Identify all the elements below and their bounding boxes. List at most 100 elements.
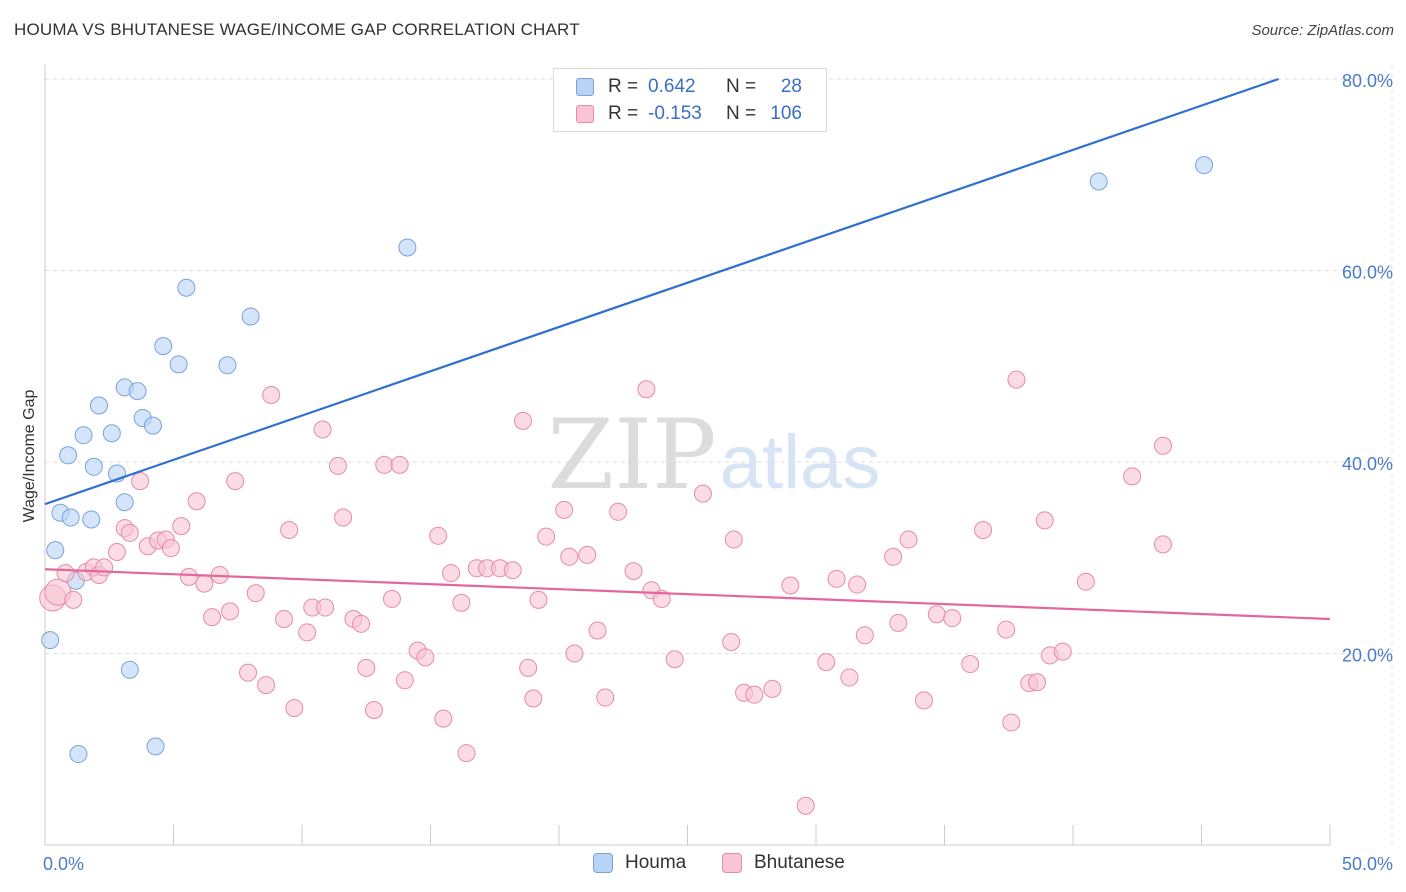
chart-title: HOUMA VS BHUTANESE WAGE/INCOME GAP CORRE… — [14, 20, 580, 39]
legend-item-houma: Houma — [593, 852, 686, 874]
bhutanese-point — [943, 609, 962, 628]
bhutanese-point — [927, 605, 946, 624]
bhutanese-point — [974, 520, 993, 539]
grid-lines — [45, 65, 1393, 845]
bhutanese-point — [781, 576, 800, 595]
bhutanese-point — [226, 472, 245, 491]
bhutanese-point — [382, 589, 401, 608]
bhutanese-point — [588, 621, 607, 640]
legend-row-houma: R = 0.642 N = 28 — [576, 75, 802, 99]
bhutanese-point — [107, 543, 126, 562]
watermark-atlas: atlas — [720, 420, 881, 505]
bhutanese-point — [352, 614, 371, 633]
bhutanese-point — [560, 547, 579, 566]
bhutanese-point — [452, 593, 471, 612]
bhutanese-point — [390, 455, 409, 474]
y-tick-label: 60.0% — [1342, 263, 1393, 283]
bhutanese-point — [596, 688, 615, 707]
bhutanese-point — [578, 545, 597, 564]
bhutanese-point — [395, 671, 414, 690]
houma-point — [1195, 156, 1214, 175]
bhutanese-point — [884, 547, 903, 566]
bhutanese-point — [316, 598, 335, 617]
bhutanese-point — [503, 561, 522, 580]
bhutanese-point — [1153, 535, 1172, 554]
bhutanese-point — [514, 411, 533, 430]
houma-point — [89, 396, 108, 415]
bhutanese-point — [827, 569, 846, 588]
series-legend: Houma Bhutanese — [0, 852, 1406, 878]
bhutanese-point — [537, 527, 556, 546]
bhutanese-point — [161, 539, 180, 558]
bhutanese-point — [172, 517, 191, 536]
bhutanese-point — [519, 658, 538, 677]
bhutanese-point — [313, 420, 332, 439]
data-points — [39, 156, 1214, 815]
bhutanese-point — [298, 623, 317, 642]
legend-row-bhutanese: R = -0.153 N = 106 — [576, 102, 802, 126]
y-axis-label: Wage/Income Gap — [21, 390, 38, 523]
bhutanese-point — [416, 648, 435, 667]
bhutanese-point — [375, 455, 394, 474]
houma-n-value: 28 — [780, 76, 802, 97]
bhutanese-point — [693, 484, 712, 503]
bhutanese-point — [796, 796, 815, 815]
bhutanese-point — [817, 653, 836, 672]
bhutanese-point — [120, 523, 139, 542]
bhutanese-point — [285, 699, 304, 718]
bhutanese-point — [95, 558, 114, 577]
bhutanese-point — [239, 663, 258, 682]
bhutanese-point — [1153, 436, 1172, 455]
bhutanese-r-value: -0.153 — [648, 103, 702, 124]
bhutanese-point — [1076, 572, 1095, 591]
legend-bhutanese-label: Bhutanese — [754, 852, 845, 873]
x-tick-label: 50.0% — [1342, 854, 1393, 874]
houma-point — [177, 278, 196, 297]
legend-houma-swatch — [593, 853, 613, 873]
houma-point — [59, 446, 78, 465]
bhutanese-point — [722, 633, 741, 652]
houma-point — [120, 660, 139, 679]
bhutanese-point — [334, 508, 353, 527]
bhutanese-r-label: R = — [608, 103, 639, 124]
bhutanese-point — [609, 502, 628, 521]
houma-n-label: N = — [726, 76, 757, 97]
legend-houma-label: Houma — [625, 852, 687, 873]
bhutanese-point — [997, 620, 1016, 639]
bhutanese-point — [724, 530, 743, 549]
bhutanese-point — [840, 668, 859, 687]
houma-point — [84, 457, 103, 476]
bhutanese-point — [195, 574, 214, 593]
houma-point — [218, 356, 237, 375]
houma-point — [74, 426, 93, 445]
bhutanese-point — [64, 590, 83, 609]
bhutanese-swatch — [576, 105, 594, 123]
bhutanese-point — [131, 472, 150, 491]
houma-point — [41, 631, 60, 650]
source-label: Source: ZipAtlas.com — [1251, 22, 1394, 39]
bhutanese-point — [763, 679, 782, 698]
y-tick-label: 80.0% — [1342, 71, 1393, 91]
bhutanese-point — [429, 526, 448, 545]
bhutanese-n-value: 106 — [770, 103, 802, 124]
bhutanese-point — [257, 676, 276, 695]
houma-r-value: 0.642 — [648, 76, 696, 97]
watermark: ZIP atlas — [547, 399, 880, 511]
y-tick-label: 20.0% — [1342, 646, 1393, 666]
correlation-legend: R = 0.642 N = 28 R = -0.153 N = 106 — [553, 68, 827, 132]
houma-point — [46, 541, 65, 560]
bhutanese-point — [187, 492, 206, 511]
bhutanese-point — [1123, 467, 1142, 486]
y-tick-label: 40.0% — [1342, 454, 1393, 474]
houma-point — [128, 382, 147, 401]
bhutanese-point — [524, 689, 543, 708]
watermark-zip: ZIP — [547, 399, 716, 511]
bhutanese-point — [961, 655, 980, 674]
bhutanese-point — [328, 456, 347, 475]
bhutanese-point — [203, 608, 222, 627]
bhutanese-point — [565, 644, 584, 663]
houma-point — [82, 510, 101, 529]
axes — [44, 65, 1331, 846]
bhutanese-point — [357, 658, 376, 677]
houma-trend-line — [44, 77, 1279, 506]
